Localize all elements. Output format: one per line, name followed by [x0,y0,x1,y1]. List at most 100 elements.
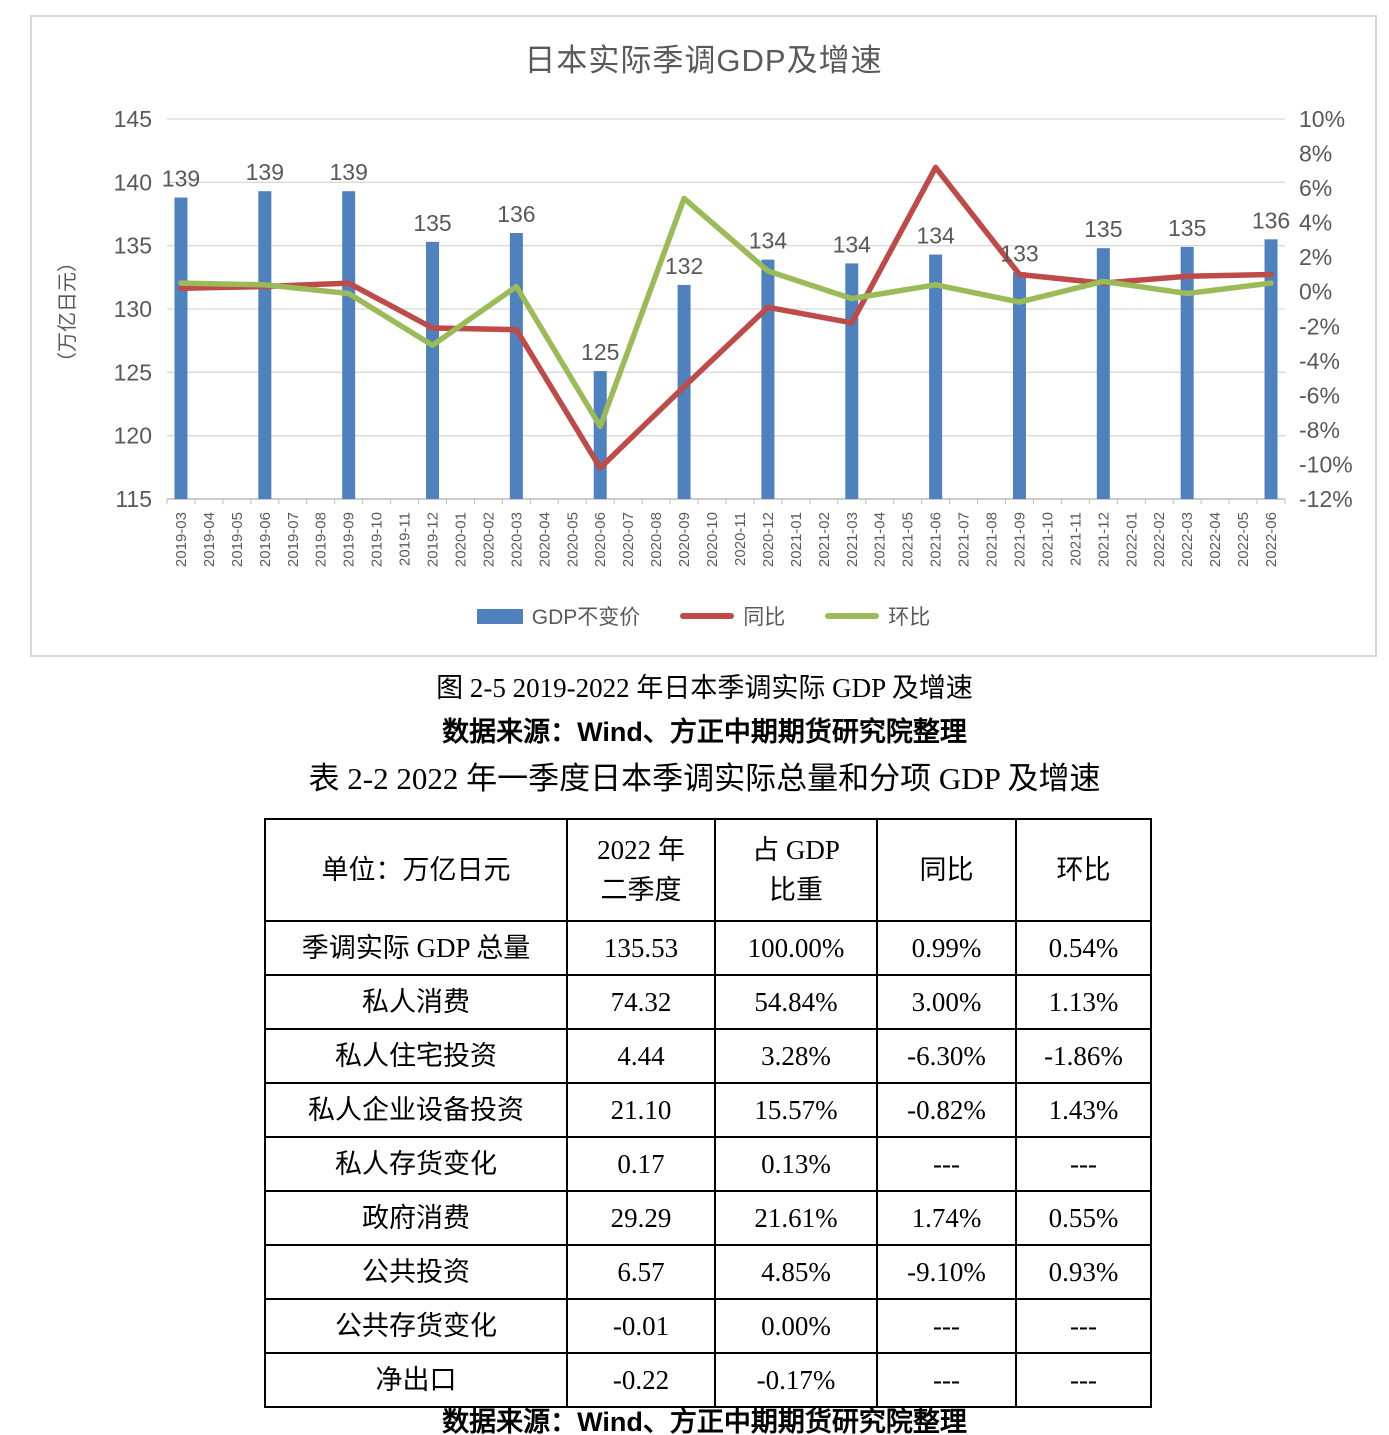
x-axis-label: 2022-06 [1263,512,1280,567]
table-row: 公共投资 6.57 4.85% -9.10% 0.93% [264,1244,1152,1300]
table-row: 净出口 -0.22 -0.17% --- --- [264,1352,1152,1408]
x-axis-label: 2021-08 [984,512,1001,567]
table-title: 表 2-2 2022 年一季度日本季调实际总量和分项 GDP 及增速 [308,761,1101,796]
yoy-line [178,164,1274,471]
bar-value-label: 135 [1084,216,1122,242]
x-axis-label: 2020-06 [592,512,609,567]
value-cell: 0.99% [876,920,1017,976]
x-axis-label: 2021-12 [1095,512,1112,567]
gdp-combo-chart: 145 140 135 130 125 120 115 10% 8% 6% 4% 2% 0% -2% -4%… [56,106,1353,567]
x-axis-label: 2020-08 [648,512,665,567]
row-label-cell: 公共投资 [264,1244,568,1300]
gdp-bar [1012,272,1026,499]
gdp-bar [1180,246,1194,499]
figure-source-note: 数据来源：Wind、方正中期期货研究院整理 [442,717,967,747]
x-axis-label: 2020-11 [732,512,749,566]
table-row: 私人企业设备投资 21.10 15.57% -0.82% 1.43% [264,1082,1152,1138]
x-axis-label: 2021-03 [844,512,861,567]
bar-value-label: 134 [916,223,955,249]
value-cell: 21.10 [566,1082,716,1138]
value-cell: -0.22 [566,1352,716,1408]
row-label-cell: 私人消费 [264,974,568,1030]
value-cell: --- [876,1136,1017,1192]
table-header-cell: 2022 年 二季度 [566,818,716,922]
value-cell: 3.28% [714,1028,878,1084]
x-axis-label: 2021-05 [900,512,917,567]
value-cell: 6.57 [566,1244,716,1300]
left-axis-tick: 115 [115,486,152,512]
value-cell: --- [1015,1136,1152,1192]
legend-line-swatch [680,613,735,619]
value-cell: 0.55% [1015,1190,1152,1246]
gdp-bar [1264,239,1278,500]
gdp-bar [593,371,607,499]
value-cell: -0.01 [566,1298,716,1354]
gdp-bar [258,191,272,499]
row-label-cell: 私人企业设备投资 [264,1082,568,1138]
table-row: 政府消费 29.29 21.61% 1.74% 0.55% [264,1190,1152,1246]
x-axis-label: 2020-09 [676,512,693,567]
table-header-cell: 同比 [876,818,1017,922]
value-cell: -0.82% [876,1082,1017,1138]
gdp-bar [426,241,440,499]
value-cell: 74.32 [566,974,716,1030]
gdp-bar [761,259,775,499]
value-cell: --- [1015,1352,1152,1408]
value-cell: 3.00% [876,974,1017,1030]
right-axis-tick: 2% [1299,244,1332,270]
table-source-note: 数据来源：Wind、方正中期期货研究院整理 [442,1407,967,1435]
right-axis-tick: 4% [1299,210,1332,236]
left-axis-tick: 135 [114,233,152,259]
value-cell: -9.10% [876,1244,1017,1300]
x-axis-label: 2020-05 [564,512,581,567]
right-axis-tick: 8% [1299,141,1332,167]
table-header-cell: 占 GDP 比重 [714,818,878,922]
bar-value-label: 125 [581,339,619,365]
x-axis-label: 2021-02 [816,512,833,567]
right-axis-tick: -8% [1299,417,1340,443]
bar-value-label: 133 [1000,240,1038,266]
x-axis-label: 2022-01 [1123,512,1140,567]
x-axis-label: 2022-04 [1207,512,1224,567]
x-axis-label: 2022-03 [1179,512,1196,567]
value-cell: 15.57% [714,1082,878,1138]
right-axis-tick: -4% [1299,348,1340,374]
bar-value-label: 135 [413,210,451,236]
legend-item: 同比 [680,601,785,631]
legend-label: 环比 [888,606,931,629]
x-axis-label: 2019-04 [201,512,218,567]
row-label-cell: 政府消费 [264,1190,568,1246]
table-row: 私人存货变化 0.17 0.13% --- --- [264,1136,1152,1192]
bar-value-label: 139 [246,159,284,185]
gdp-bar [677,284,691,499]
x-axis-label: 2019-09 [341,512,358,567]
gdp-bar [1096,248,1110,499]
bar-value-label: 132 [665,253,703,279]
legend-item: 环比 [825,601,930,631]
x-axis-label: 2019-05 [229,512,246,567]
x-axis-label: 2021-11 [1067,512,1084,566]
x-axis-label: 2020-04 [536,512,553,567]
gdp-bar [509,233,523,499]
right-axis-tick: 0% [1299,279,1332,305]
bar-value-label: 134 [749,228,788,254]
value-cell: 1.43% [1015,1082,1152,1138]
x-axis-label: 2021-06 [928,512,945,567]
value-cell: 0.54% [1015,920,1152,976]
value-cell: 135.53 [566,920,716,976]
bar-value-label: 136 [1252,207,1290,233]
gdp-bar [929,254,943,499]
value-cell: 0.17 [566,1136,716,1192]
x-axis-label: 2019-10 [369,512,386,567]
legend-label: 同比 [743,606,786,629]
table-header-cell: 单位：万亿日元 [264,818,568,922]
value-cell: --- [876,1298,1017,1354]
x-axis-label: 2021-07 [956,512,973,567]
table-row: 公共存货变化 -0.01 0.00% --- --- [264,1298,1152,1354]
x-axis-label: 2021-10 [1039,512,1056,567]
x-axis-label: 2019-06 [257,512,274,567]
left-axis-tick: 140 [114,169,152,195]
value-cell: 4.44 [566,1028,716,1084]
chart-legend: GDP不变价 同比 环比 [32,601,1375,631]
chart-title: 日本实际季调GDP及增速 [524,43,883,78]
